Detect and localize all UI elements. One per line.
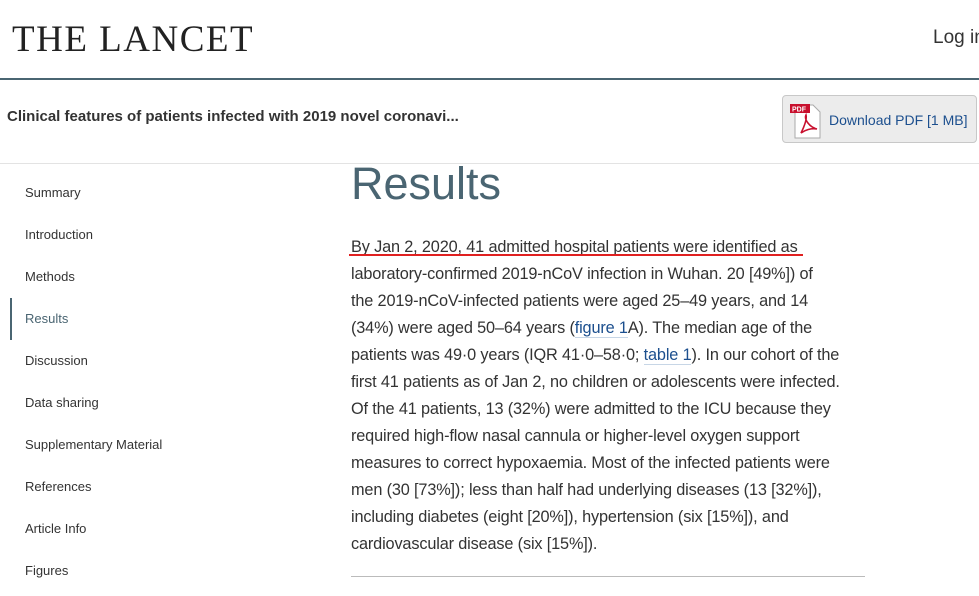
text-line: measures to correct hypoxaemia. Most of … — [351, 450, 871, 477]
text-segment: men (30 [73%]); less than half had under… — [351, 481, 822, 499]
text-segment: laboratory-confirmed 2019-nCoV infection… — [351, 265, 813, 283]
text-segment: (34%) were aged 50–64 years ( — [351, 319, 575, 337]
section-divider — [351, 576, 865, 577]
svg-text:PDF: PDF — [792, 107, 807, 114]
sidebar-item-introduction[interactable]: Introduction — [25, 227, 93, 242]
text-line: men (30 [73%]); less than half had under… — [351, 477, 871, 504]
text-segment: first 41 patients as of Jan 2, no childr… — [351, 373, 840, 391]
sidebar-item-discussion[interactable]: Discussion — [25, 353, 88, 368]
red-underline-annotation — [349, 254, 803, 256]
text-line: laboratory-confirmed 2019-nCoV infection… — [351, 261, 871, 288]
text-line: By Jan 2, 2020, 41 admitted hospital pat… — [351, 234, 871, 261]
sidebar-item-references[interactable]: References — [25, 479, 92, 494]
text-line: including diabetes (eight [20%]), hypert… — [351, 504, 871, 531]
site-header: THE LANCET Log in — [0, 0, 979, 80]
table-1-link[interactable]: table 1 — [643, 346, 692, 365]
download-pdf-label: Download PDF [1 MB] — [829, 112, 968, 128]
sidebar-item-supplementary-material[interactable]: Supplementary Material — [25, 437, 163, 452]
text-segment: patients was 49·0 years (IQR 41·0–58·0; — [351, 346, 644, 364]
text-segment: the 2019-nCoV-infected patients were age… — [351, 292, 809, 310]
text-segment: required high-flow nasal cannula or high… — [351, 427, 800, 445]
article-sidebar-nav: Summary Introduction Methods Results Discuss… — [10, 172, 260, 592]
text-segment: including diabetes (eight [20%]), hypert… — [351, 508, 789, 526]
text-line: required high-flow nasal cannula or high… — [351, 423, 871, 450]
article-section: Results By Jan 2, 2020, 41 admitted hosp… — [349, 156, 871, 558]
sidebar-item-article-info[interactable]: Article Info — [25, 521, 87, 536]
download-pdf-button[interactable]: PDF Download PDF [1 MB] — [782, 95, 977, 143]
article-title: Clinical features of patients infected w… — [7, 108, 459, 125]
section-heading: Results — [351, 158, 502, 209]
article-bar: Clinical features of patients infected w… — [0, 80, 979, 164]
sidebar-item-methods[interactable]: Methods — [25, 269, 75, 284]
sidebar-item-summary[interactable]: Summary — [25, 185, 81, 200]
text-segment: cardiovascular disease (six [15%]). — [351, 535, 598, 553]
text-line: the 2019-nCoV-infected patients were age… — [351, 288, 871, 315]
text-line: Of the 41 patients, 13 (32%) were admitt… — [351, 396, 871, 423]
text-segment: ). In our cohort of the — [691, 346, 840, 364]
lancet-logo[interactable]: THE LANCET — [12, 19, 255, 60]
text-segment: A). The median age of the — [627, 319, 813, 337]
sidebar-item-results[interactable]: Results — [10, 298, 260, 340]
sidebar-item-figures[interactable]: Figures — [25, 563, 69, 578]
text-segment: Of the 41 patients, 13 (32%) were admitt… — [351, 400, 831, 418]
figure-1-link[interactable]: figure 1 — [574, 319, 628, 338]
sidebar-item-data-sharing[interactable]: Data sharing — [25, 395, 99, 410]
text-line: first 41 patients as of Jan 2, no childr… — [351, 369, 871, 396]
text-line: cardiovascular disease (six [15%]). — [351, 531, 871, 558]
login-link[interactable]: Log in — [933, 27, 979, 48]
text-line: (34%) were aged 50–64 years (figure 1A).… — [351, 315, 871, 342]
pdf-icon: PDF — [790, 104, 821, 139]
text-segment: measures to correct hypoxaemia. Most of … — [351, 454, 830, 472]
text-line: patients was 49·0 years (IQR 41·0–58·0; … — [351, 342, 871, 369]
results-paragraph: By Jan 2, 2020, 41 admitted hospital pat… — [351, 234, 871, 558]
text-segment: By Jan 2, 2020, 41 admitted hospital pat… — [351, 238, 798, 256]
